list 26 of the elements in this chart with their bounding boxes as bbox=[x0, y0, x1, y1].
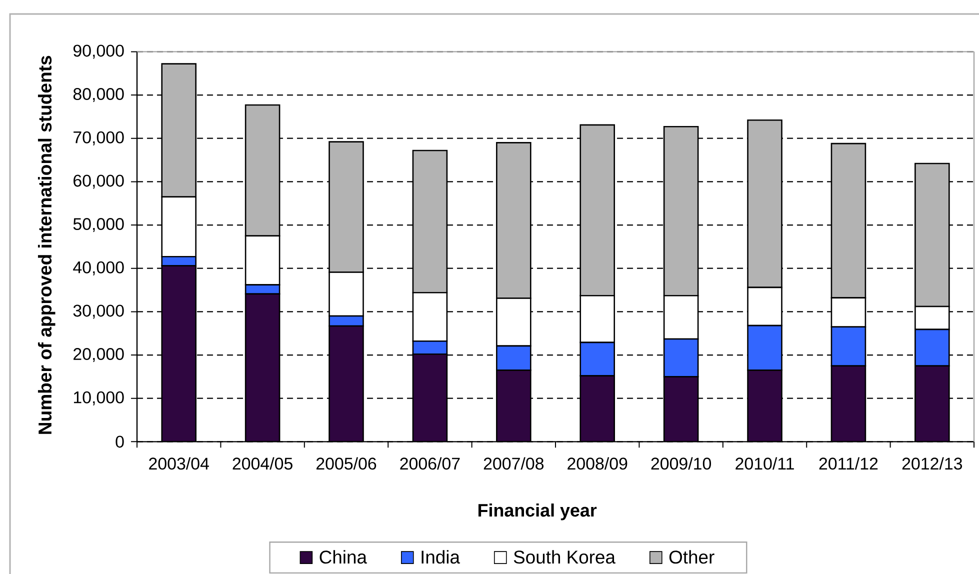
x-tick-label: 2005/06 bbox=[316, 457, 376, 470]
x-tick-label: 2012/13 bbox=[902, 457, 962, 470]
x-tick-label: 2004/05 bbox=[232, 457, 292, 470]
y-tick-label: 10,000 bbox=[74, 391, 124, 406]
y-tick-label: 40,000 bbox=[73, 261, 124, 276]
y-tick-label: 20,000 bbox=[74, 348, 124, 362]
legend-label: China bbox=[320, 550, 367, 564]
y-axis-title: Number of approved international students bbox=[38, 56, 56, 434]
legend-label: South Korea bbox=[514, 550, 616, 564]
y-tick-label: 90,000 bbox=[73, 44, 124, 59]
y-tick-label: 60,000 bbox=[74, 174, 124, 189]
y-tick-label: 50,000 bbox=[73, 218, 124, 232]
y-tick-label: 0 bbox=[116, 436, 124, 448]
y-tick-label: 80,000 bbox=[73, 88, 124, 102]
y-tick-label: 30,000 bbox=[73, 304, 124, 319]
x-axis-title: Financial year bbox=[478, 504, 597, 520]
x-tick-label: 2011/12 bbox=[819, 457, 878, 470]
x-tick-label: 2006/07 bbox=[400, 457, 460, 470]
x-tick-label: 2009/10 bbox=[651, 457, 712, 470]
x-tick-label: 2007/08 bbox=[484, 457, 544, 470]
legend-label: Other bbox=[669, 550, 714, 564]
y-tick-label: 70,000 bbox=[74, 131, 124, 146]
x-tick-label: 2010/11 bbox=[736, 457, 794, 470]
x-tick-label: 2008/09 bbox=[568, 457, 628, 470]
legend-label: India bbox=[422, 550, 460, 564]
x-tick-label: 2003/04 bbox=[149, 457, 209, 470]
